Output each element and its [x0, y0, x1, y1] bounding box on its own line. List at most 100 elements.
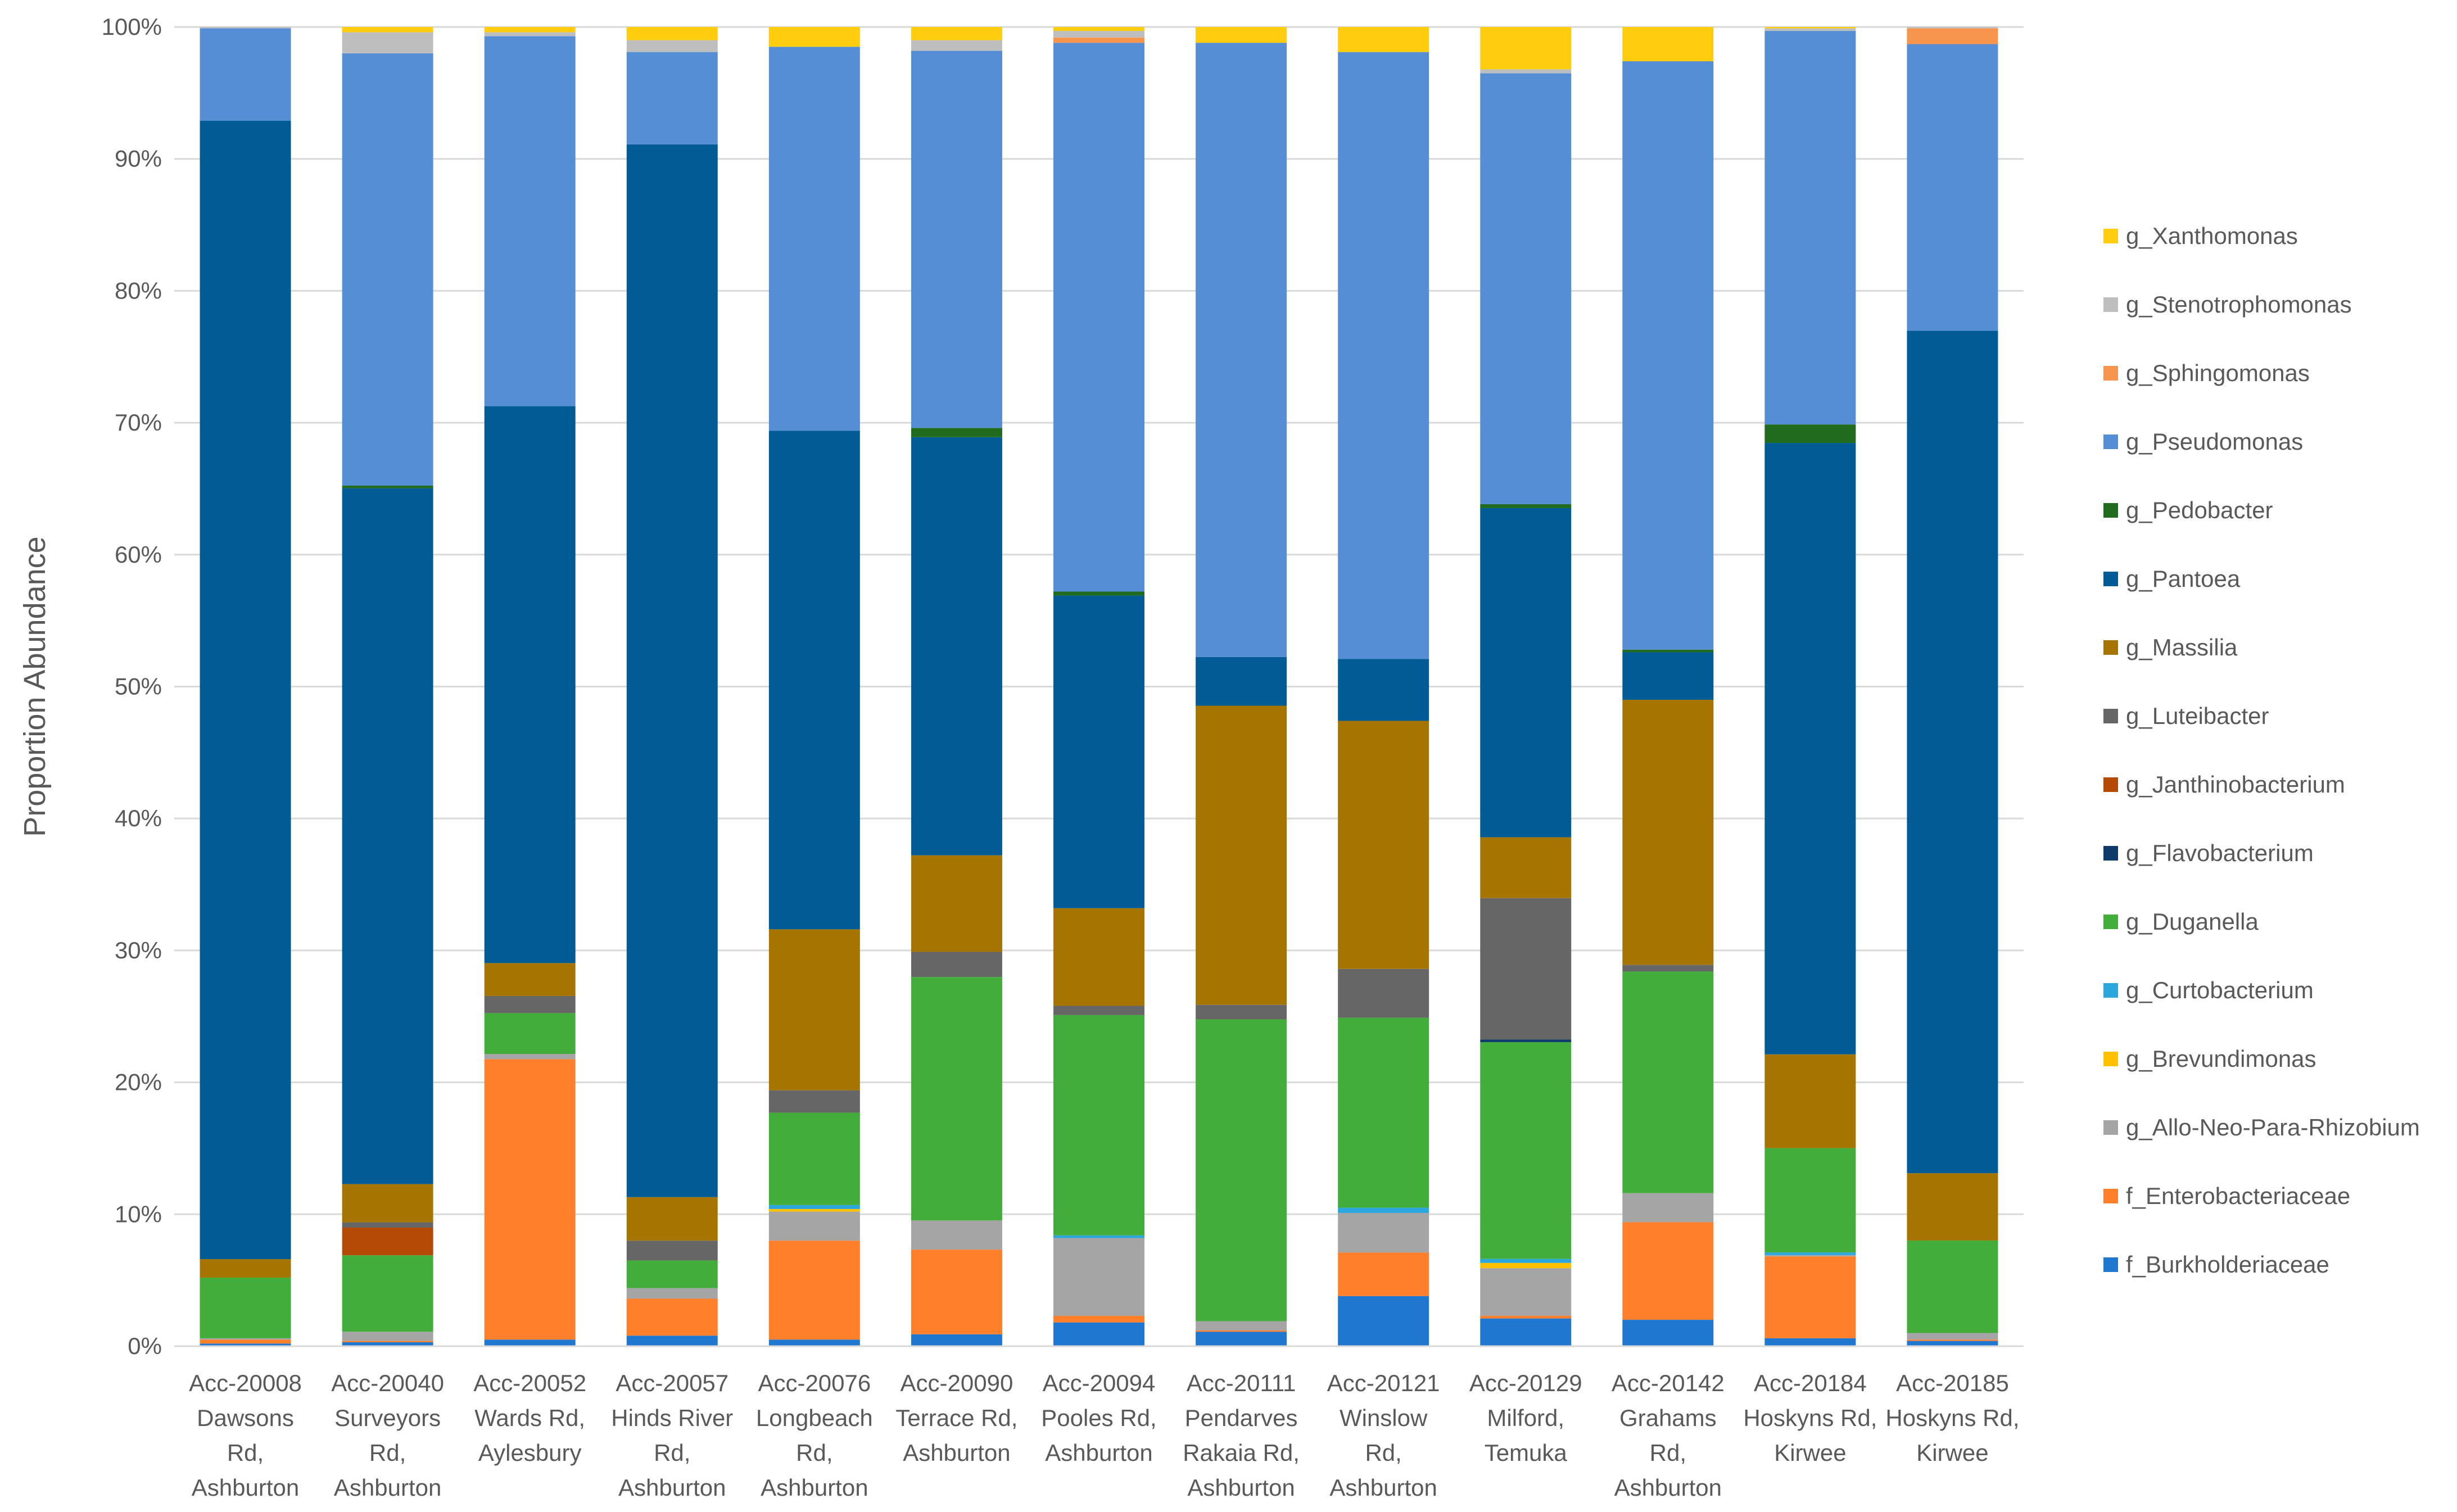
- legend-label: g_Luteibacter: [2126, 703, 2269, 729]
- bar-stack: [911, 27, 1002, 1346]
- bar-segment: [200, 1259, 291, 1278]
- bar-segment: [342, 53, 433, 486]
- bar-segment: [1338, 659, 1429, 721]
- bar-stack: [1338, 27, 1429, 1346]
- bar-segment: [1480, 1039, 1572, 1043]
- y-tick-label: 50%: [115, 673, 162, 700]
- bar-stack: [1196, 27, 1287, 1346]
- bar-segment: [342, 1222, 433, 1228]
- legend-swatch: [2103, 983, 2118, 998]
- legend-swatch: [2103, 503, 2118, 518]
- legend-swatch: [2103, 1257, 2118, 1272]
- legend-swatch: [2103, 572, 2118, 586]
- bar-segment: [768, 1208, 860, 1212]
- bar-segment: [1053, 591, 1144, 596]
- bar-segment: [768, 27, 860, 47]
- bar-segment: [911, 437, 1002, 855]
- bar-stack: [484, 27, 576, 1346]
- bar-segment: [1907, 28, 1998, 44]
- bar-segment: [1907, 1341, 1998, 1346]
- bar-segment: [1196, 27, 1287, 43]
- x-tick-label: Acc-20184 Hoskyns Rd, Kirwee: [1743, 1370, 1877, 1466]
- y-tick-label: 30%: [115, 937, 162, 963]
- legend-item: g_Curtobacterium: [2103, 977, 2314, 1003]
- y-axis-label: Proportion Abundance: [18, 536, 52, 836]
- bar-segment: [1622, 1320, 1714, 1346]
- legend-label: g_Xanthomonas: [2126, 223, 2298, 249]
- x-tick-label: Acc-20094 Pooles Rd, Ashburton: [1041, 1370, 1156, 1466]
- bar-segment: [1480, 1315, 1572, 1319]
- legend-label: g_Flavobacterium: [2126, 840, 2314, 866]
- bar-segment: [1480, 898, 1572, 1040]
- y-tick-label: 90%: [115, 146, 162, 172]
- bar-segment: [626, 144, 718, 1197]
- bar-segment: [1764, 1252, 1856, 1255]
- bar-segment: [1480, 508, 1572, 838]
- bar-segment: [484, 1339, 576, 1346]
- legend-item: g_Massilia: [2103, 634, 2238, 660]
- bar-segment: [484, 27, 576, 33]
- x-tick-label: Acc-20121 Winslow Rd, Ashburton: [1327, 1370, 1440, 1501]
- legend-item: f_Burkholderiaceae: [2103, 1251, 2329, 1278]
- bar-segment: [1764, 424, 1856, 443]
- legend-item: g_Pseudomonas: [2103, 428, 2303, 455]
- bar-segment: [1480, 1042, 1572, 1259]
- bar-segment: [768, 929, 860, 1090]
- legend-swatch: [2103, 229, 2118, 243]
- bar-segment: [342, 27, 433, 33]
- bar-segment: [1338, 968, 1429, 1018]
- bar-segment: [626, 1197, 718, 1241]
- bar-segment: [1907, 1333, 1998, 1340]
- bar-segment: [484, 963, 576, 996]
- legend-label: g_Duganella: [2126, 908, 2259, 935]
- bar-segment: [911, 1220, 1002, 1250]
- bar-segment: [768, 1090, 860, 1113]
- bar-segment: [1764, 31, 1856, 425]
- bar-segment: [1053, 31, 1144, 38]
- bar-segment: [484, 995, 576, 1013]
- bar-segment: [1053, 1006, 1144, 1015]
- bar-segment: [1622, 1193, 1714, 1223]
- bar-segment: [1053, 1238, 1144, 1316]
- y-tick-label: 70%: [115, 409, 162, 436]
- x-tick-label: Acc-20142 Grahams Rd, Ashburton: [1612, 1370, 1725, 1501]
- bar-segment: [484, 32, 576, 37]
- bar-segment: [626, 27, 718, 40]
- bar-segment: [1907, 1241, 1998, 1333]
- legend-swatch: [2103, 640, 2118, 655]
- bar-segment: [1053, 1235, 1144, 1238]
- bar-segment: [1196, 1019, 1287, 1321]
- bar-segment: [911, 27, 1002, 40]
- legend-swatch: [2103, 709, 2118, 723]
- legend-label: f_Enterobacteriaceae: [2126, 1183, 2350, 1209]
- bars-layer: [200, 27, 1998, 1346]
- bar-segment: [484, 36, 576, 406]
- bar-segment: [1338, 1207, 1429, 1213]
- bar-segment: [626, 1288, 718, 1299]
- legend-item: g_Pantoea: [2103, 565, 2241, 592]
- bar-segment: [1196, 1321, 1287, 1330]
- legend-label: g_Pantoea: [2126, 565, 2241, 592]
- bar-segment: [911, 977, 1002, 1221]
- bar-segment: [1338, 1017, 1429, 1208]
- legend-item: g_Janthinobacterium: [2103, 771, 2345, 798]
- y-tick-label: 20%: [115, 1069, 162, 1095]
- bar-segment: [911, 952, 1002, 977]
- x-tick-label: Acc-20008 Dawsons Rd, Ashburton: [189, 1370, 302, 1501]
- legend-label: f_Burkholderiaceae: [2126, 1251, 2329, 1278]
- legend: g_Xanthomonas g_Stenotrophomonas g_Sphingo…: [2103, 223, 2420, 1278]
- bar-segment: [1053, 1015, 1144, 1235]
- bar-stack: [1053, 27, 1144, 1346]
- legend-swatch: [2103, 1189, 2118, 1203]
- bar-segment: [1622, 27, 1714, 62]
- bar-segment: [342, 1227, 433, 1256]
- x-tick-label: Acc-20040 Surveyors Rd, Ashburton: [331, 1370, 444, 1501]
- legend-item: g_Stenotrophomonas: [2103, 291, 2352, 318]
- bar-segment: [200, 1277, 291, 1338]
- bar-segment: [1480, 1259, 1572, 1263]
- bar-segment: [1338, 52, 1429, 659]
- bar-segment: [200, 27, 291, 29]
- legend-swatch: [2103, 915, 2118, 929]
- bar-segment: [626, 40, 718, 52]
